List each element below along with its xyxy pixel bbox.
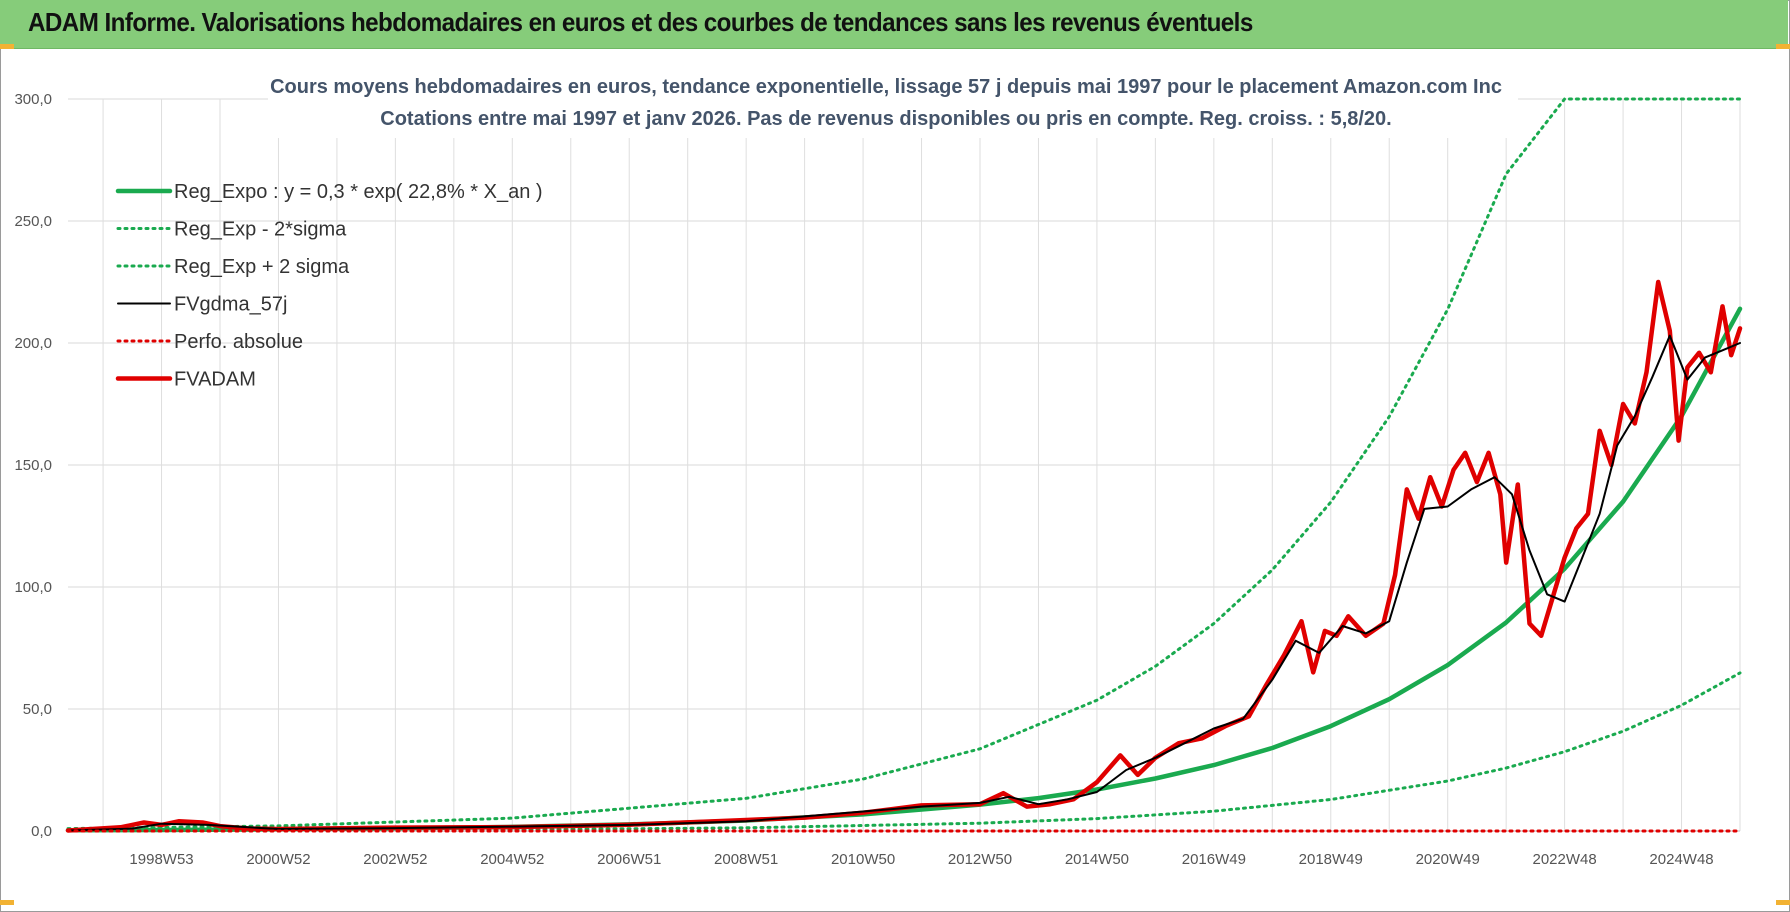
legend-label-4: Perfo. absolue xyxy=(174,331,303,353)
series-line-2 xyxy=(66,97,1742,831)
banner: ADAM Informe. Valorisations hebdomadaire… xyxy=(0,0,1788,49)
grid xyxy=(68,98,1741,832)
x-tick-label: 2008W51 xyxy=(714,851,778,868)
y-tick-label: 200,0 xyxy=(14,335,52,352)
series-line-0 xyxy=(65,306,1743,833)
legend-label-1: Reg_Exp - 2*sigma xyxy=(174,219,347,241)
corner-mark-right xyxy=(1776,44,1790,49)
chart-titles: Cours moyens hebdomadaires en euros, ten… xyxy=(268,70,1518,138)
x-tick-label: 2016W49 xyxy=(1182,851,1246,868)
title-box xyxy=(268,70,1518,138)
legend: Reg_Expo : y = 0,3 * exp( 22,8% * X_an )… xyxy=(115,181,543,391)
series-line-1 xyxy=(66,671,1742,833)
chart-title: Cours moyens hebdomadaires en euros, ten… xyxy=(270,76,1502,98)
x-tick-label: 2002W52 xyxy=(363,851,427,868)
chart-subtitle: Cotations entre mai 1997 et janv 2026. P… xyxy=(380,108,1391,130)
corner-mark-bottom-left xyxy=(0,900,14,905)
x-tick-label: 2004W52 xyxy=(480,851,544,868)
x-tick-label: 2006W51 xyxy=(597,851,661,868)
x-tick-label: 2024W48 xyxy=(1649,851,1713,868)
y-tick-label: 50,0 xyxy=(23,701,52,718)
banner-title: ADAM Informe. Valorisations hebdomadaire… xyxy=(28,7,1253,37)
y-axis: 0,0 50,0 100,0 150,0 200,0 250,0 300,0 xyxy=(14,91,52,840)
x-axis: 1998W53 2000W52 2002W52 2004W52 2006W51 2008W… xyxy=(129,851,1713,868)
series-layer xyxy=(65,97,1743,833)
corner-mark-bottom-right xyxy=(1776,900,1790,905)
x-tick-label: 2014W50 xyxy=(1065,851,1129,868)
x-tick-label: 2022W48 xyxy=(1533,851,1597,868)
x-tick-label: 2012W50 xyxy=(948,851,1012,868)
x-tick-label: 1998W53 xyxy=(129,851,193,868)
chart-area: 0,0 50,0 100,0 150,0 200,0 250,0 300,0 1998W53… xyxy=(14,70,1743,868)
y-tick-label: 0,0 xyxy=(31,823,52,840)
legend-label-0: Reg_Expo : y = 0,3 * exp( 22,8% * X_an ) xyxy=(174,181,543,203)
y-tick-label: 300,0 xyxy=(14,91,52,108)
y-tick-label: 250,0 xyxy=(14,213,52,230)
legend-label-5: FVADAM xyxy=(174,369,256,391)
x-tick-label: 2010W50 xyxy=(831,851,895,868)
x-tick-label: 2018W49 xyxy=(1299,851,1363,868)
corner-mark-left xyxy=(0,44,14,49)
legend-label-3: FVgdma_57j xyxy=(174,294,287,316)
x-tick-label: 2020W49 xyxy=(1416,851,1480,868)
y-tick-label: 100,0 xyxy=(14,579,52,596)
legend-label-2: Reg_Exp + 2 sigma xyxy=(174,256,350,278)
y-tick-label: 150,0 xyxy=(14,457,52,474)
x-tick-label: 2000W52 xyxy=(246,851,310,868)
series-line-3 xyxy=(67,334,1741,832)
series-line-5 xyxy=(65,279,1743,833)
